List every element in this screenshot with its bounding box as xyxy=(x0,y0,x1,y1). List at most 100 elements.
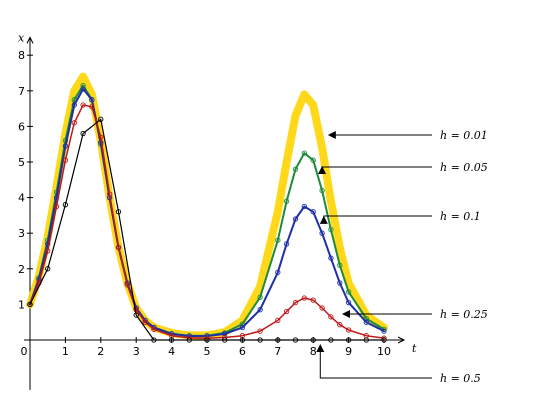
x-axis-arrow xyxy=(397,336,406,344)
annotation: h = 0.1 xyxy=(319,210,481,224)
data-point xyxy=(310,209,316,215)
y-tick-label: 1 xyxy=(18,298,25,311)
data-point xyxy=(283,241,290,247)
annotation-arrowhead xyxy=(341,310,350,318)
data-point xyxy=(319,305,325,311)
annotation-label: h = 0.01 xyxy=(440,129,488,142)
annotation: h = 0.01 xyxy=(327,129,488,142)
data-point xyxy=(45,248,51,254)
series-layer xyxy=(26,72,388,343)
annotation-arrowhead xyxy=(327,131,336,139)
annotation: h = 0.05 xyxy=(318,161,488,174)
data-point xyxy=(292,216,299,222)
data-point xyxy=(53,203,60,210)
data-point xyxy=(337,262,343,268)
y-tick-label: 4 xyxy=(18,192,25,205)
x-tick-label: 0 xyxy=(21,345,28,358)
data-point xyxy=(292,299,299,306)
data-point xyxy=(80,102,86,108)
x-tick-label: 6 xyxy=(239,345,246,358)
data-point xyxy=(345,337,352,343)
data-point xyxy=(62,202,69,208)
x-tick-label: 1 xyxy=(62,345,69,358)
x-tick-label: 3 xyxy=(133,345,140,358)
annotation-arrowhead xyxy=(318,166,327,174)
data-point xyxy=(301,150,307,156)
data-point xyxy=(98,116,104,122)
data-point xyxy=(257,307,263,313)
data-point xyxy=(301,295,307,301)
annotation-leader xyxy=(321,166,432,168)
data-point xyxy=(142,319,148,325)
data-point xyxy=(80,82,86,89)
annotation-label: h = 0.05 xyxy=(440,161,488,174)
data-point xyxy=(283,308,290,315)
data-point xyxy=(45,241,51,247)
data-point xyxy=(71,120,77,126)
data-point xyxy=(328,255,334,261)
data-point xyxy=(337,322,343,328)
y-tick-label: 8 xyxy=(18,49,25,62)
x-tick-label: 9 xyxy=(345,345,352,358)
x-axis-label: t xyxy=(412,342,417,355)
x-tick-label: 2 xyxy=(97,345,104,358)
annotation-layer: h = 0.01 h = 0.05 h = 0.1 h = 0.25 h = 0.5 xyxy=(316,129,488,385)
data-point xyxy=(45,266,51,272)
data-point xyxy=(345,299,352,306)
x-tick-label: 10 xyxy=(377,345,391,358)
data-point xyxy=(186,337,192,343)
data-point xyxy=(328,226,334,233)
data-point xyxy=(62,157,69,163)
data-point xyxy=(257,294,263,300)
x-tick-label: 4 xyxy=(168,345,175,358)
y-axis-label: x xyxy=(18,31,25,44)
data-point xyxy=(345,289,352,295)
series-line xyxy=(29,88,385,338)
data-point xyxy=(168,337,175,343)
data-point xyxy=(89,97,95,103)
annotation-label: h = 0.5 xyxy=(440,372,481,385)
data-point xyxy=(80,130,86,137)
data-point xyxy=(275,269,281,276)
data-point xyxy=(222,337,228,343)
data-point xyxy=(381,337,387,343)
data-point xyxy=(292,337,299,343)
data-point xyxy=(222,331,228,337)
data-point xyxy=(204,337,210,343)
data-point xyxy=(98,134,104,140)
data-point xyxy=(275,237,281,243)
y-tick-label: 6 xyxy=(18,120,25,133)
data-point xyxy=(345,327,352,333)
data-point xyxy=(80,86,86,92)
data-point xyxy=(310,297,316,303)
data-point xyxy=(257,328,263,334)
data-point xyxy=(62,143,69,149)
data-point xyxy=(328,337,334,343)
x-tick-label: 8 xyxy=(310,345,317,358)
data-point xyxy=(292,166,299,172)
data-point xyxy=(363,319,369,325)
y-tick-label: 2 xyxy=(18,263,25,276)
data-point xyxy=(319,230,325,236)
data-point xyxy=(275,317,281,324)
data-point xyxy=(124,282,130,288)
y-tick-label: 5 xyxy=(18,156,25,169)
y-tick-label: 3 xyxy=(18,227,25,240)
series-h-0-01 xyxy=(26,72,388,340)
annotation-leader xyxy=(323,215,432,218)
data-point xyxy=(133,312,139,318)
data-point xyxy=(239,337,246,343)
series-line xyxy=(29,118,385,341)
data-point xyxy=(310,157,316,163)
x-tick-label: 7 xyxy=(274,345,281,358)
y-axis-arrow xyxy=(26,36,34,44)
annotation-label: h = 0.25 xyxy=(440,308,488,321)
data-point xyxy=(275,337,281,343)
annotation-arrowhead xyxy=(316,344,325,352)
y-tick-label: 7 xyxy=(18,85,25,98)
data-point xyxy=(151,337,157,343)
data-point xyxy=(381,328,387,334)
data-point xyxy=(301,203,307,210)
annotation: h = 0.25 xyxy=(341,308,488,321)
